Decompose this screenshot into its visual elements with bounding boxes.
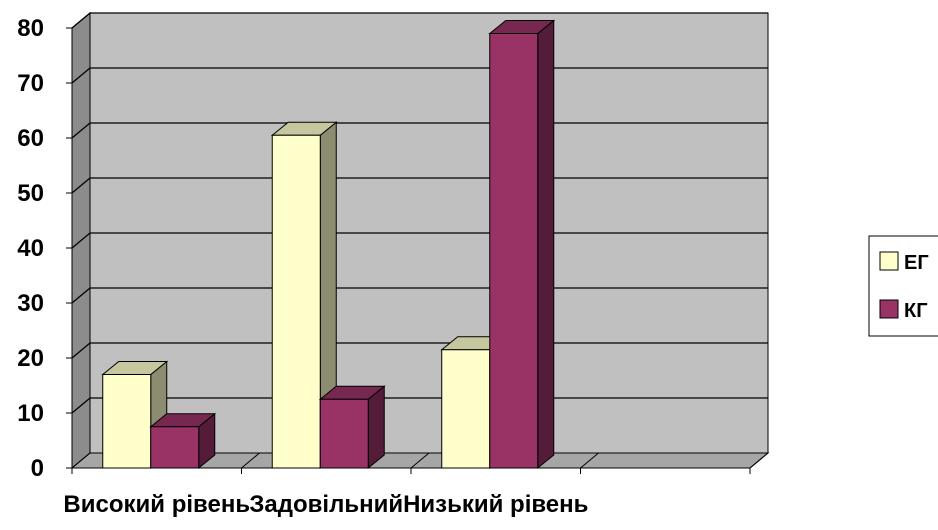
x-tick-label: Задовільний <box>249 491 403 518</box>
bar-front <box>489 33 539 469</box>
y-tick-label: 50 <box>17 180 44 207</box>
legend-label: КГ <box>904 300 928 322</box>
x-divider <box>71 452 91 469</box>
bar-series-1-2 <box>270 121 338 470</box>
bar-series-2-3 <box>488 19 556 470</box>
y-tick-label: 20 <box>17 345 44 372</box>
bar-front <box>319 398 369 469</box>
y-tick-label: 60 <box>17 125 44 152</box>
x-divider <box>749 452 769 469</box>
bar-series-2-2 <box>318 385 386 470</box>
bar-series-2-1 <box>149 412 217 470</box>
y-tick-label: 40 <box>17 235 44 262</box>
bar-side <box>537 19 555 470</box>
x-divider <box>410 452 430 469</box>
bar-front <box>150 426 200 469</box>
y-tick-label: 30 <box>17 290 44 317</box>
legend-label: ЕГ <box>904 252 929 274</box>
bar-front <box>441 349 491 469</box>
x-tick-label: Низький рівень <box>403 491 588 518</box>
bar-front <box>102 374 152 469</box>
bar-front <box>271 134 321 469</box>
legend-swatch <box>879 251 899 271</box>
gridline <box>71 12 768 29</box>
x-divider <box>241 452 260 469</box>
legend-swatch <box>879 299 899 319</box>
x-tick-label: Високий рівень <box>63 491 250 518</box>
y-tick-label: 70 <box>17 70 44 97</box>
y-tick-label: 10 <box>17 400 44 427</box>
x-divider <box>580 452 599 469</box>
y-tick-label: 0 <box>31 455 44 482</box>
bar-side <box>367 385 385 470</box>
y-tick-label: 80 <box>17 15 44 42</box>
